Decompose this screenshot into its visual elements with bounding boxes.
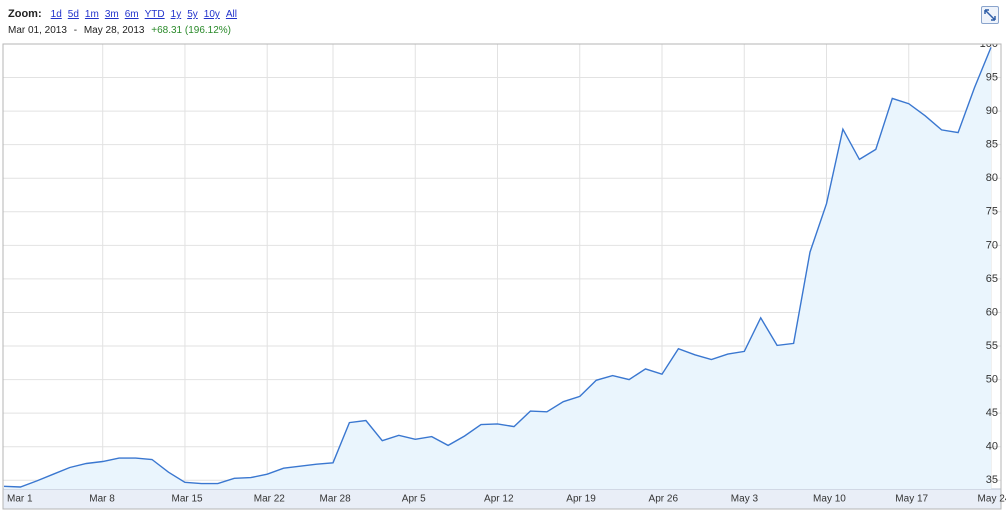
y-tick-label: 75 (986, 206, 998, 218)
expand-button[interactable] (981, 6, 999, 24)
expand-icon (984, 9, 996, 21)
x-tick-label: Apr 12 (484, 494, 514, 505)
x-tick-label: Mar 1 (7, 494, 33, 505)
zoom-label: Zoom: (8, 8, 42, 20)
y-tick-label: 35 (986, 474, 998, 486)
plot-border (2, 43, 1002, 510)
x-tick-label: Mar 22 (254, 494, 286, 505)
zoom-option[interactable]: 1d (50, 9, 62, 20)
y-tick-label: 85 (986, 139, 998, 151)
y-tick-label: 40 (986, 441, 998, 453)
y-tick-label: 55 (986, 340, 998, 352)
x-tick-label: Apr 5 (402, 494, 426, 505)
x-tick-label: Apr 26 (649, 494, 679, 505)
y-tick-label: 95 (986, 71, 998, 83)
range-end: May 28, 2013 (83, 25, 145, 36)
x-axis-band (2, 488, 1002, 510)
range-start: Mar 01, 2013 (8, 25, 67, 36)
x-tick-label: Apr 19 (566, 494, 596, 505)
plot-area: 35 40 45 50 55 60 65 70 75 80 85 90 95 100 (3, 38, 1001, 489)
range-separator: - (73, 25, 78, 36)
change-label: +68.31 (196.12%) (151, 25, 232, 36)
area-fill (4, 47, 991, 489)
zoom-option[interactable]: All (225, 9, 238, 20)
x-tick-label: May 10 (813, 494, 846, 505)
zoom-option[interactable]: 5y (187, 9, 198, 20)
y-tick-label: 65 (986, 273, 998, 285)
x-tick-label: May 17 (895, 494, 928, 505)
y-tick-label: 45 (986, 407, 998, 419)
x-tick-label: Mar 8 (89, 494, 115, 505)
range-row: Mar 01, 2013 - May 28, 2013 +68.31 (196.… (8, 25, 231, 36)
zoom-option[interactable]: 1m (84, 9, 99, 20)
zoom-option[interactable]: 3m (104, 9, 119, 20)
y-tick-label: 70 (986, 239, 998, 251)
zoom-option[interactable]: 10y (203, 9, 220, 20)
y-tick-label: 60 (986, 306, 998, 318)
price-line (3, 47, 992, 488)
y-tick-label: 50 (986, 374, 998, 386)
y-tick-label: 80 (986, 172, 998, 184)
y-tick-label: 90 (986, 105, 998, 117)
zoom-option[interactable]: 6m (124, 9, 139, 20)
zoom-option[interactable]: YTD (144, 9, 165, 20)
zoom-option[interactable]: 1y (170, 9, 182, 20)
y-tick-label: 100 (980, 38, 998, 50)
zoom-option[interactable]: 5d (67, 9, 79, 20)
zoom-row: Zoom: 1d 5d 1m 3m 6m YTD 1y 5y 10y All (8, 8, 237, 20)
x-tick-label: Mar 28 (320, 494, 352, 505)
x-tick-label: May 3 (731, 494, 759, 505)
x-tick-label: Mar 15 (172, 494, 204, 505)
x-tick-label: May 24 (978, 494, 1006, 505)
